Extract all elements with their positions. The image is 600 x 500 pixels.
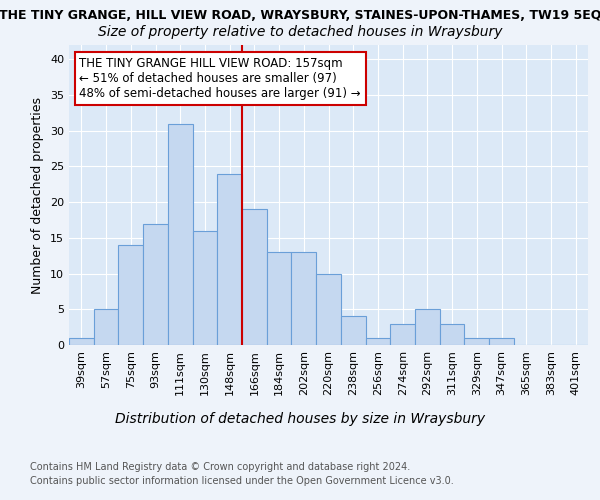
Text: Size of property relative to detached houses in Wraysbury: Size of property relative to detached ho… (98, 25, 502, 39)
Bar (464, 338, 489, 345)
Bar (440, 324, 464, 345)
Bar (292, 252, 316, 345)
Bar (118, 245, 143, 345)
Bar (489, 338, 514, 345)
Text: Contains HM Land Registry data © Crown copyright and database right 2024.: Contains HM Land Registry data © Crown c… (30, 462, 410, 472)
Bar (242, 210, 267, 345)
Bar (217, 174, 242, 345)
Bar (193, 230, 217, 345)
Bar (168, 124, 193, 345)
Text: THE TINY GRANGE HILL VIEW ROAD: 157sqm
← 51% of detached houses are smaller (97): THE TINY GRANGE HILL VIEW ROAD: 157sqm ←… (79, 57, 361, 100)
Text: Distribution of detached houses by size in Wraysbury: Distribution of detached houses by size … (115, 412, 485, 426)
Bar (415, 310, 440, 345)
Bar (143, 224, 168, 345)
Bar (69, 338, 94, 345)
Bar (316, 274, 341, 345)
Bar (365, 338, 390, 345)
Bar (390, 324, 415, 345)
Text: Contains public sector information licensed under the Open Government Licence v3: Contains public sector information licen… (30, 476, 454, 486)
Bar (94, 310, 118, 345)
Y-axis label: Number of detached properties: Number of detached properties (31, 96, 44, 294)
Bar (267, 252, 292, 345)
Bar (341, 316, 365, 345)
Text: THE TINY GRANGE, HILL VIEW ROAD, WRAYSBURY, STAINES-UPON-THAMES, TW19 5EQ: THE TINY GRANGE, HILL VIEW ROAD, WRAYSBU… (0, 9, 600, 22)
